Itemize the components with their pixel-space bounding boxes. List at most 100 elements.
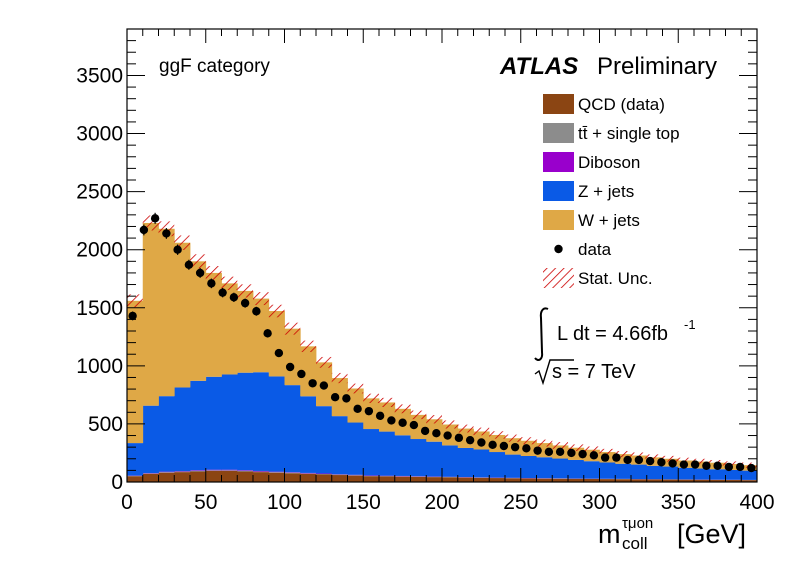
bar <box>552 478 569 482</box>
marker <box>747 463 756 473</box>
luminosity-annotation: L dt = 4.66fb -1 s = 7 TeV <box>534 307 696 386</box>
bar <box>253 372 270 471</box>
bar <box>190 380 207 471</box>
bar <box>268 376 285 472</box>
data-point <box>488 440 497 450</box>
bar <box>646 479 663 482</box>
legend-swatch <box>543 152 574 172</box>
legend-label: tt̄ + single top <box>578 124 680 143</box>
bar <box>158 472 175 482</box>
axes: 0 50 100 150 200 250 300 350 400 0 500 1000 1500 2000… <box>76 28 775 514</box>
bar <box>268 472 285 473</box>
legend-swatch <box>543 123 574 143</box>
data-point <box>263 329 272 338</box>
unc-bin <box>253 292 269 306</box>
experiment-label: ATLAS <box>499 53 578 80</box>
x-tick-label: 150 <box>346 491 381 514</box>
bar <box>599 462 616 479</box>
data-point <box>657 458 666 467</box>
bar <box>221 283 238 375</box>
bar <box>426 441 443 477</box>
unc-bin <box>489 431 505 439</box>
marker <box>420 426 430 436</box>
legend-label: W + jets <box>578 211 640 230</box>
bar <box>190 470 207 472</box>
data-point <box>555 447 565 456</box>
legend-label: QCD (data) <box>578 95 665 114</box>
bar <box>127 476 144 482</box>
unc-bin <box>363 393 379 404</box>
x-tick-label: 400 <box>739 491 774 514</box>
marker <box>488 440 497 450</box>
bar <box>142 405 159 474</box>
data-point <box>375 411 385 420</box>
marker <box>510 442 520 452</box>
marker <box>454 433 464 443</box>
marker <box>319 381 329 390</box>
marker <box>297 369 306 379</box>
y-tick-label: 2500 <box>76 181 123 204</box>
data-point <box>567 448 576 458</box>
unc-bin <box>316 356 332 368</box>
data-point <box>477 438 486 447</box>
bar <box>237 471 254 482</box>
bar <box>205 469 222 471</box>
unc-bin <box>505 434 521 442</box>
marker <box>702 461 711 470</box>
data-point <box>139 224 149 236</box>
marker <box>387 416 396 425</box>
bar <box>253 298 270 373</box>
data-point <box>387 416 396 425</box>
legend-label: Stat. Unc. <box>578 269 653 288</box>
marker <box>645 456 655 466</box>
legend-label: Z + jets <box>578 182 634 201</box>
marker <box>207 279 216 288</box>
bar <box>253 471 270 473</box>
bar <box>410 439 427 477</box>
bar <box>489 452 506 478</box>
bar <box>205 470 222 471</box>
data-point <box>499 441 509 451</box>
bar <box>284 328 301 386</box>
unc-bin <box>646 454 663 461</box>
bar <box>142 222 159 406</box>
marker <box>330 393 340 402</box>
unc-bin <box>583 446 600 453</box>
data-point <box>690 460 700 469</box>
marker <box>184 260 194 269</box>
bar <box>662 466 679 480</box>
unc-bin <box>694 458 710 465</box>
bar <box>662 479 679 482</box>
bar <box>536 457 553 479</box>
legend-swatch <box>543 210 574 230</box>
data-point <box>150 212 160 224</box>
data-point <box>645 456 655 466</box>
bar <box>615 454 632 464</box>
bar <box>316 474 333 482</box>
bar <box>410 476 427 482</box>
data-point <box>589 451 599 460</box>
data-point <box>229 292 239 302</box>
bar <box>615 463 632 479</box>
bar <box>678 479 695 482</box>
marker <box>240 298 250 308</box>
bar <box>363 476 380 482</box>
bar <box>741 470 758 480</box>
bar <box>253 472 270 482</box>
marker <box>195 268 205 278</box>
y-tick-label: 3500 <box>76 64 123 87</box>
bar <box>442 477 459 482</box>
data-point <box>409 420 419 430</box>
unc-bin <box>347 383 364 394</box>
bar <box>520 478 537 482</box>
unc-bin <box>237 284 253 298</box>
bar <box>615 479 632 482</box>
status-label: Preliminary <box>597 53 717 80</box>
bar <box>174 471 191 473</box>
data-point <box>454 433 464 443</box>
bar <box>489 478 506 482</box>
bar <box>694 468 711 480</box>
lumi-exponent: -1 <box>684 317 696 332</box>
bar <box>221 470 238 482</box>
unc-bin <box>457 424 474 433</box>
